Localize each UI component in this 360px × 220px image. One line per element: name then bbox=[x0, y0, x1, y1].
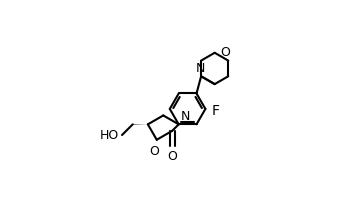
Text: HO: HO bbox=[99, 128, 119, 141]
Text: O: O bbox=[150, 145, 159, 158]
Text: N: N bbox=[180, 110, 190, 123]
Text: O: O bbox=[167, 150, 177, 163]
Polygon shape bbox=[133, 121, 148, 127]
Text: N: N bbox=[195, 62, 205, 75]
Text: O: O bbox=[220, 46, 230, 59]
Text: F: F bbox=[212, 104, 220, 118]
